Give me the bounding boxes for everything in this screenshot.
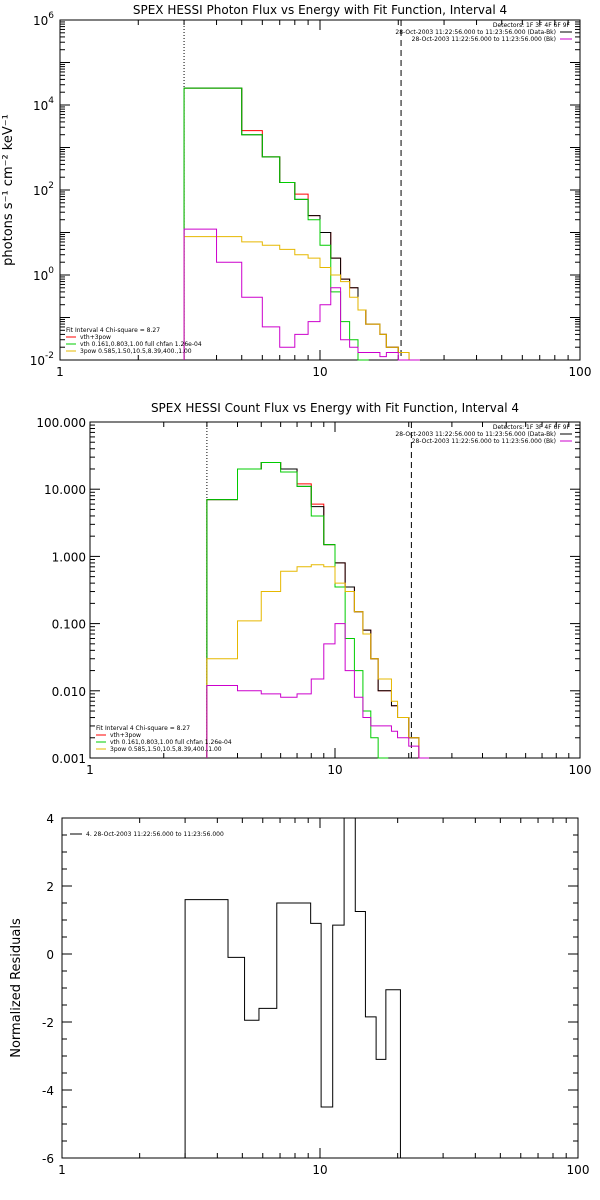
y-tick-label-1: 10.000 [44, 483, 86, 497]
chart-title-1: SPEX HESSI Count Flux vs Energy with Fit… [151, 401, 519, 415]
series-data-1 [206, 461, 430, 759]
x-tick-label-2: 1 [58, 1163, 66, 1177]
legend-bottom-0-0: Fit Interval 4 Chi-square = 8.27 [66, 327, 160, 334]
y-tick-base: 10 [33, 184, 48, 198]
y-tick-base: 10 [30, 354, 45, 368]
legend-bottom-1-1: vth+3pow [110, 732, 141, 739]
x-tick-label-1: 10 [327, 763, 342, 777]
x-tick-label-0: 100 [569, 365, 592, 379]
legend-top-1-1: 28-Oct-2003 11:22:56.000 to 11:23:56.000… [395, 431, 556, 438]
plot-frame-2 [61, 817, 579, 1159]
y-tick-exponent: 2 [48, 181, 54, 191]
y-tick-label-2: -2 [42, 1016, 54, 1030]
legend-top-0-2: 28-Oct-2003 11:22:56.000 to 11:23:56.000… [412, 36, 556, 43]
legend-bottom-0-3: 3pow 0.585,1.50,10.5,8.39,400.,1.00 [80, 348, 192, 355]
series-3pow-0 [183, 236, 420, 361]
y-tick-label-1: 0.100 [52, 618, 86, 632]
series-residuals-2 [184, 817, 412, 1159]
legend-bottom-1-3: 3pow 0.585,1.50,10.5,8.39,400.,1.00 [110, 746, 222, 753]
plot-frame-1 [89, 421, 581, 759]
x-tick-label-2: 10 [312, 1163, 327, 1177]
y-tick-exponent: 6 [48, 11, 54, 21]
legend-bottom-0-2: vth 0.161,0.803,1.00 full chfan 1.26e-04 [80, 341, 202, 348]
y-tick-label-0: 102 [33, 181, 54, 198]
series-data-0 [183, 87, 420, 361]
y-tick-base: 10 [33, 14, 48, 28]
y-tick-label-0: 104 [33, 96, 54, 113]
y-tick-base: 10 [33, 99, 48, 113]
y-tick-label-1: 0.001 [52, 752, 86, 766]
y-tick-label-1: 1.000 [52, 550, 86, 564]
y-tick-label-0: 106 [33, 11, 54, 28]
x-tick-label-0: 10 [312, 365, 327, 379]
x-tick-label-0: 1 [56, 365, 64, 379]
x-tick-label-1: 1 [86, 763, 94, 777]
legend-residuals: 4. 28-Oct-2003 11:22:56.000 to 11:23:56.… [86, 831, 224, 838]
y-tick-label-2: -4 [42, 1084, 54, 1098]
y-tick-label-0: 10-2 [30, 351, 54, 368]
y-tick-label-1: 0.010 [52, 685, 86, 699]
y-tick-exponent: 0 [48, 266, 54, 276]
legend-top-0-0: Detectors: 1F 3F 4F 6F 9F [493, 22, 571, 29]
legend-bottom-1-0: Fit Interval 4 Chi-square = 8.27 [96, 725, 190, 732]
series-Bk-1 [206, 623, 430, 759]
legend-bottom-0-1: vth+3pow [80, 334, 111, 341]
y-tick-exponent: -2 [45, 351, 54, 361]
series-vth-1 [206, 461, 389, 759]
y-tick-label-1: 100.000 [36, 416, 86, 430]
y-axis-label-2: Normalized Residuals [9, 918, 24, 1058]
x-tick-label-2: 100 [567, 1163, 590, 1177]
legend-bottom-1-2: vth 0.161,0.803,1.00 full chfan 1.26e-04 [110, 739, 232, 746]
legend-top-1-2: 28-Oct-2003 11:22:56.000 to 11:23:56.000… [412, 438, 556, 445]
legend-top-0-1: 28-Oct-2003 11:22:56.000 to 11:23:56.000… [395, 29, 556, 36]
y-tick-label-2: -6 [42, 1152, 54, 1166]
y-tick-label-2: 2 [46, 880, 54, 894]
series-vth-0 [183, 87, 369, 361]
y-tick-label-2: 4 [46, 812, 54, 826]
series-3pow-1 [206, 564, 430, 759]
y-tick-base: 10 [33, 269, 48, 283]
legend-top-1-0: Detectors: 1F 3F 4F 6F 9F [493, 424, 571, 431]
y-tick-exponent: 4 [48, 96, 54, 106]
y-tick-label-0: 100 [33, 266, 54, 283]
y-tick-label-2: 0 [46, 948, 54, 962]
series-vth-3pow-0 [183, 87, 420, 361]
y-axis-label-0: photons s⁻¹ cm⁻² keV⁻¹ [1, 114, 16, 266]
series-Bk-0 [183, 228, 420, 361]
x-tick-label-1: 100 [569, 763, 592, 777]
chart-title-0: SPEX HESSI Photon Flux vs Energy with Fi… [133, 3, 507, 17]
